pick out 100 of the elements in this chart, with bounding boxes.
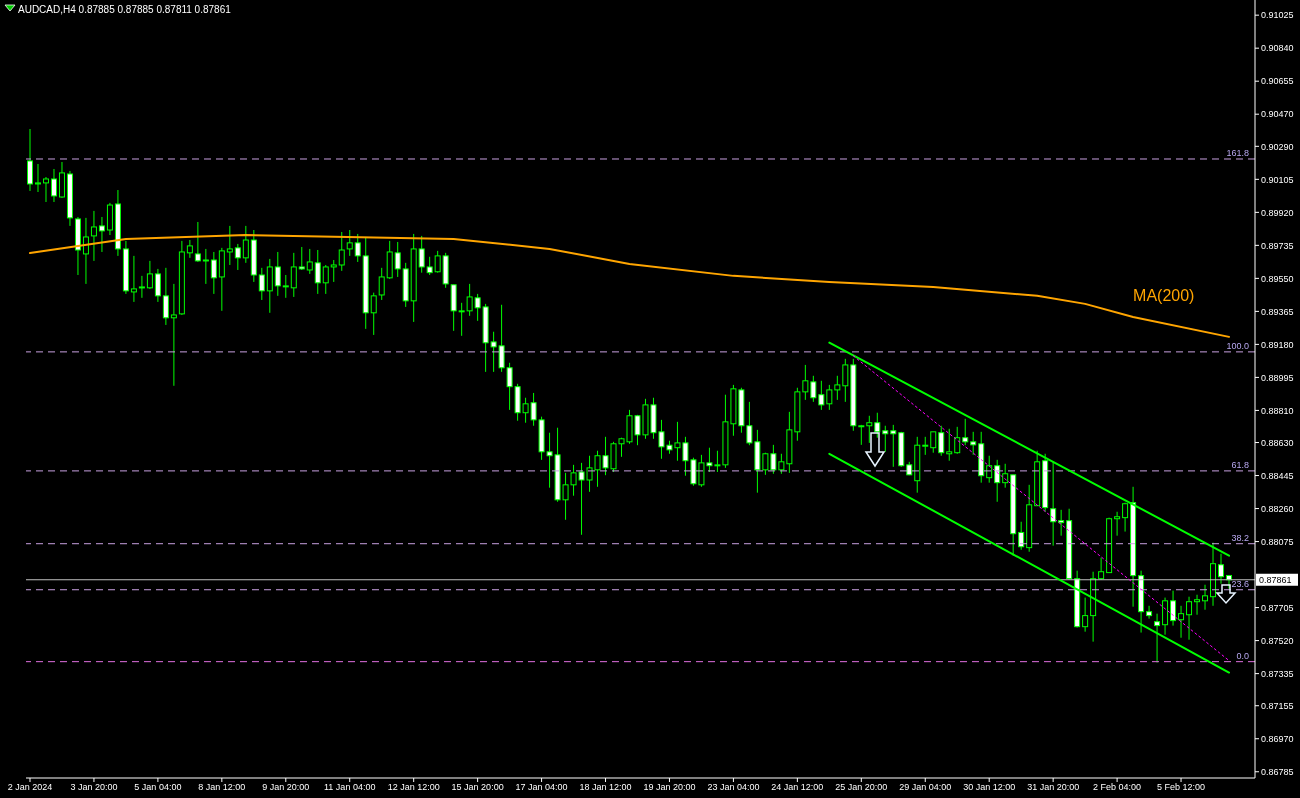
candlestick (434, 250, 441, 274)
x-tick-label: 24 Jan 12:00 (771, 782, 824, 793)
candlestick (202, 248, 209, 285)
candlestick (338, 231, 345, 272)
x-tick-label: 9 Jan 20:00 (262, 782, 310, 793)
candlestick (154, 268, 161, 303)
y-tick-label: 0.90840 (1261, 43, 1294, 54)
candlestick (82, 217, 89, 285)
candlestick (866, 415, 873, 444)
y-tick-label: 0.89180 (1261, 339, 1294, 350)
candlestick (266, 258, 273, 314)
x-tick-label: 25 Jan 20:00 (835, 782, 888, 793)
candlestick (1018, 521, 1025, 551)
candlestick (322, 264, 329, 295)
candlestick (314, 249, 321, 295)
x-tick-label: 12 Jan 12:00 (387, 782, 440, 793)
candlestick (27, 128, 33, 192)
series-label: MA(200) (1133, 286, 1195, 304)
chart-title: AUDCAD,H4 0.87885 0.87885 0.87811 0.87861 (18, 4, 231, 15)
x-tick-label: 5 Jan 04:00 (134, 782, 182, 793)
x-tick-label: 3 Jan 20:00 (70, 782, 118, 793)
candlestick (98, 216, 105, 253)
y-tick-label: 0.88260 (1261, 503, 1294, 514)
y-tick-label: 0.89550 (1261, 273, 1294, 284)
candlestick (298, 246, 305, 271)
candlestick (378, 267, 385, 301)
x-tick-label: 5 Feb 12:00 (1157, 782, 1206, 793)
x-tick-label: 30 Jan 12:00 (963, 782, 1016, 793)
annotation: 61.8 (1231, 459, 1249, 470)
candlestick (1194, 594, 1201, 616)
y-tick-label: 0.87155 (1261, 700, 1294, 711)
candlestick (258, 267, 265, 301)
y-tick-label: 0.90470 (1261, 109, 1294, 120)
candlestick (1178, 605, 1185, 639)
candlestick (242, 225, 249, 264)
candlestick (282, 274, 289, 299)
y-tick-label: 0.89365 (1261, 306, 1294, 317)
candlestick (426, 256, 433, 276)
candlestick (170, 283, 177, 387)
y-tick-label: 0.86785 (1261, 766, 1294, 777)
y-tick-label: 0.90105 (1261, 174, 1294, 185)
y-tick-label: 0.89920 (1261, 207, 1294, 218)
annotation: 161.8 (1226, 147, 1249, 158)
y-tick-label: 0.86970 (1261, 733, 1294, 744)
line-series (29, 234, 1230, 338)
candlestick (946, 428, 953, 462)
candlestick (194, 221, 201, 263)
candlestick (882, 425, 889, 453)
candlestick (890, 424, 897, 468)
candlestick (1154, 613, 1161, 664)
y-tick-label: 0.90655 (1261, 76, 1294, 87)
x-tick-label: 19 Jan 20:00 (643, 782, 696, 793)
x-tick-label: 23 Jan 04:00 (707, 782, 760, 793)
candlestick (970, 431, 977, 456)
x-tick-label: 18 Jan 12:00 (579, 782, 632, 793)
annotation: 23.6 (1231, 578, 1249, 589)
candlestick (42, 176, 49, 203)
candlestick (290, 252, 297, 298)
candlestick (1146, 605, 1153, 620)
candlestick (226, 225, 233, 266)
x-tick-label: 2 Feb 04:00 (1093, 782, 1142, 793)
candlestick (1050, 461, 1057, 547)
x-tick-label: 29 Jan 04:00 (899, 782, 952, 793)
x-tick-label: 31 Jan 20:00 (1027, 782, 1080, 793)
candlestick (34, 163, 41, 193)
candlestick (354, 233, 361, 263)
candlestick (1058, 509, 1065, 537)
candlestick (834, 375, 841, 401)
candlestick (826, 384, 833, 411)
y-tick-label: 0.90290 (1261, 141, 1294, 152)
y-tick-label: 0.87705 (1261, 602, 1294, 613)
y-tick-label: 0.91025 (1261, 10, 1294, 21)
candlestick (210, 251, 217, 295)
annotation: 0.0 (1236, 650, 1249, 661)
candlestick (274, 251, 281, 297)
candlestick (90, 210, 97, 262)
candlestick (138, 275, 145, 299)
candlestick (234, 243, 241, 271)
candlestick (842, 358, 849, 403)
candlestick (1202, 584, 1209, 611)
candlestick (418, 235, 425, 274)
candlestick (962, 418, 969, 446)
x-tick-label: 8 Jan 12:00 (198, 782, 246, 793)
candlestick (162, 267, 169, 326)
y-tick-label: 0.89735 (1261, 240, 1294, 251)
y-tick-label: 0.87335 (1261, 668, 1294, 679)
candlestick (938, 425, 945, 457)
candlestick (146, 260, 153, 290)
candlestick (1114, 511, 1121, 537)
candlestick (954, 426, 961, 455)
candlestick (874, 412, 881, 439)
y-tick-label: 0.88075 (1261, 536, 1294, 547)
annotation: 38.2 (1231, 532, 1249, 543)
x-tick-label: 17 Jan 04:00 (515, 782, 568, 793)
candlestick (50, 168, 57, 203)
candlestick (306, 248, 313, 275)
candlestick (346, 229, 353, 257)
candlestick (370, 292, 377, 336)
y-tick-label: 0.88445 (1261, 470, 1294, 481)
candlestick (1122, 502, 1129, 533)
